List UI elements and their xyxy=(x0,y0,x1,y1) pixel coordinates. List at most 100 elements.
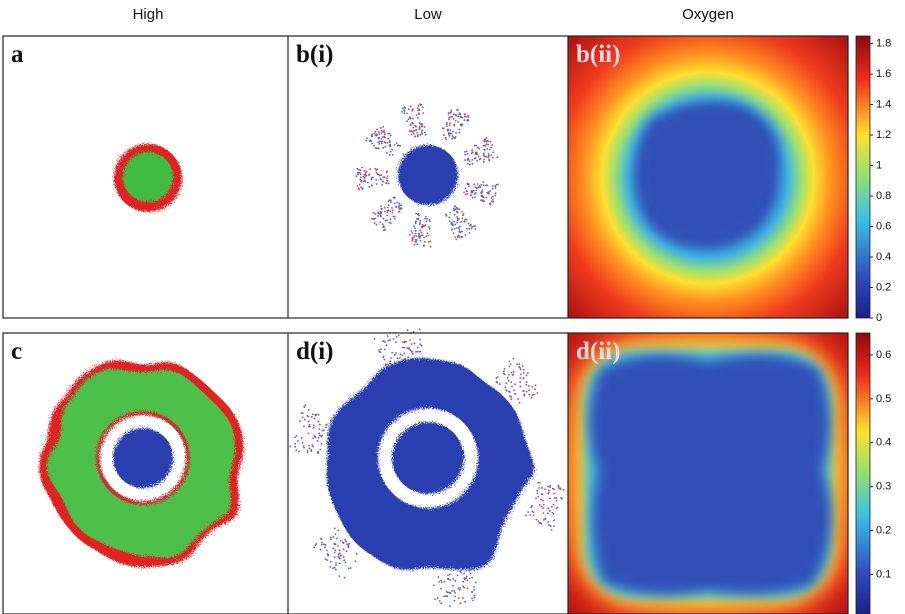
cell xyxy=(320,435,323,438)
cell xyxy=(345,550,348,553)
cell xyxy=(549,525,552,528)
cell xyxy=(462,585,465,588)
cell xyxy=(412,122,414,125)
cell xyxy=(473,225,475,228)
cell xyxy=(508,365,511,368)
cell xyxy=(457,597,460,600)
cell xyxy=(380,178,383,181)
cell xyxy=(449,605,451,608)
cell xyxy=(402,341,404,343)
cell xyxy=(358,183,361,186)
cell xyxy=(448,118,450,121)
cell xyxy=(444,136,447,139)
cell xyxy=(338,557,341,560)
cell xyxy=(472,599,474,602)
cell xyxy=(391,351,394,354)
cell xyxy=(552,503,555,506)
cell xyxy=(519,385,522,388)
cell xyxy=(453,227,456,230)
cell xyxy=(478,147,481,150)
cell xyxy=(380,129,383,132)
cell xyxy=(372,218,375,220)
cell xyxy=(450,109,453,112)
cell xyxy=(490,146,493,149)
cell xyxy=(401,359,404,361)
cell xyxy=(419,221,421,224)
cell xyxy=(461,123,464,126)
cell xyxy=(464,600,467,603)
cell xyxy=(387,339,390,342)
cell xyxy=(368,140,371,142)
cell xyxy=(390,207,393,209)
cell xyxy=(529,514,532,516)
cell xyxy=(553,525,555,527)
cell xyxy=(389,143,392,146)
cell xyxy=(504,386,507,389)
cell xyxy=(466,579,469,582)
cell xyxy=(416,359,419,361)
cell xyxy=(470,191,473,194)
cell xyxy=(373,222,376,224)
cell xyxy=(460,124,463,127)
cell xyxy=(415,212,418,215)
cell xyxy=(458,235,461,238)
cell xyxy=(456,221,459,224)
cell xyxy=(519,381,522,384)
cell xyxy=(395,205,398,208)
cell xyxy=(413,243,416,246)
cell xyxy=(342,556,345,559)
cell xyxy=(477,186,480,189)
cell xyxy=(398,210,401,213)
cell xyxy=(333,551,336,554)
cell xyxy=(307,425,310,428)
cell xyxy=(471,158,474,161)
cell xyxy=(415,114,418,117)
cell xyxy=(382,176,384,179)
cell xyxy=(454,591,457,594)
cell xyxy=(484,144,487,147)
cell xyxy=(487,191,490,193)
cell xyxy=(401,110,403,113)
cell xyxy=(389,201,392,203)
cell xyxy=(466,183,469,186)
cell xyxy=(396,144,399,147)
cell xyxy=(544,517,547,520)
cell xyxy=(454,119,457,122)
cell xyxy=(347,567,350,570)
cell xyxy=(411,237,414,239)
cell xyxy=(448,124,451,127)
cell xyxy=(364,175,367,177)
cell xyxy=(463,191,465,194)
cell xyxy=(375,223,378,226)
cell xyxy=(403,109,406,111)
cell xyxy=(510,398,513,401)
cell xyxy=(474,581,477,584)
cell xyxy=(421,132,424,135)
cell xyxy=(413,235,416,237)
cell xyxy=(521,365,524,367)
cell xyxy=(420,131,423,134)
cell xyxy=(537,495,540,498)
cell xyxy=(366,137,368,139)
cell xyxy=(398,202,401,205)
cell xyxy=(539,481,541,484)
cell xyxy=(483,152,485,155)
cell xyxy=(537,481,539,484)
cell xyxy=(423,126,426,128)
cell xyxy=(364,173,367,176)
cell xyxy=(502,370,505,373)
cell xyxy=(456,109,459,112)
cell xyxy=(390,357,392,360)
cell xyxy=(488,148,491,151)
cell xyxy=(425,235,428,238)
cell xyxy=(455,227,458,229)
cell xyxy=(447,112,450,115)
cell xyxy=(343,559,346,562)
cell xyxy=(449,122,451,125)
cell xyxy=(465,575,468,578)
cell xyxy=(445,590,448,593)
cell xyxy=(530,396,533,399)
colorbar-tick-label: 0.5 xyxy=(876,393,891,405)
cell xyxy=(418,122,421,125)
cell xyxy=(333,527,336,530)
